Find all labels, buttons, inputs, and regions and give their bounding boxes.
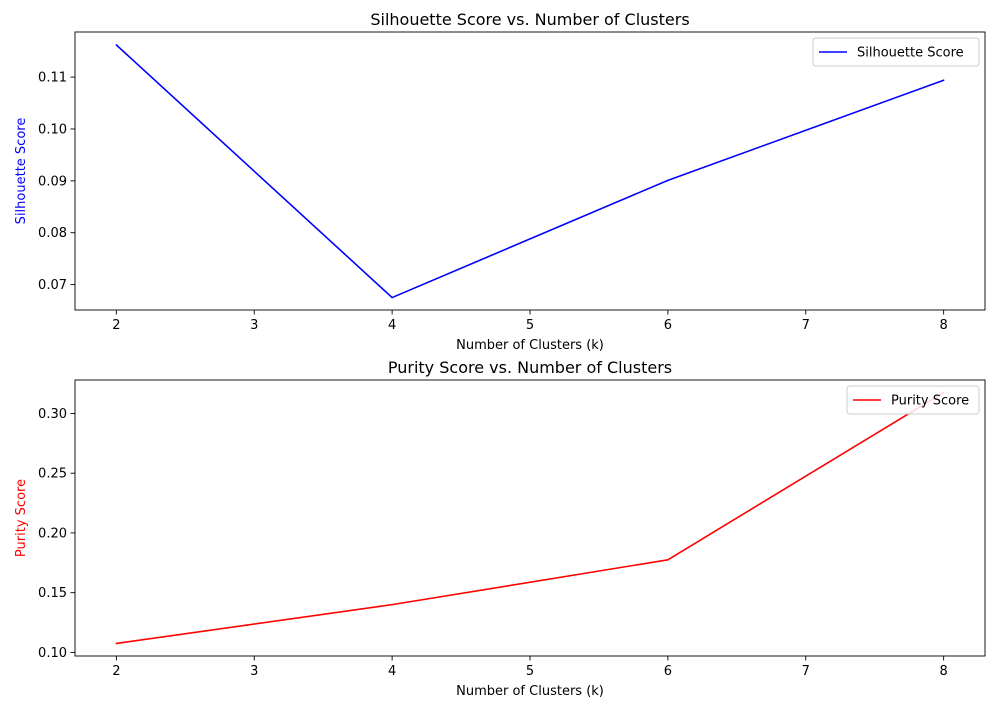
data-point <box>115 44 118 46</box>
data-point <box>391 296 393 299</box>
y-tick-label: 0.15 <box>38 586 67 601</box>
chart-title: Silhouette Score vs. Number of Clusters <box>370 10 689 29</box>
series-line-1 <box>116 391 945 645</box>
y-tick-label: 0.11 <box>38 71 67 86</box>
data-point <box>942 79 945 82</box>
data-point <box>667 179 669 182</box>
y-tick-label: 0.25 <box>38 467 67 482</box>
x-tick-label: 6 <box>664 318 672 333</box>
data-point <box>115 642 118 645</box>
legend-label: Purity Score <box>891 394 969 409</box>
legend: Silhouette Score <box>812 37 980 67</box>
y-axis-label: Purity Score <box>14 479 29 557</box>
legend: Purity Score <box>846 385 980 415</box>
y-tick-label: 0.08 <box>38 226 67 241</box>
y-tick-label: 0.10 <box>38 122 67 137</box>
chart-panel-2: Purity Score vs. Number of Clusters 2 3 4 5 6… <box>14 358 986 699</box>
x-tick-label: 2 <box>112 318 120 333</box>
data-point <box>667 559 669 561</box>
series-line-1 <box>115 44 944 299</box>
y-tick-label: 0.30 <box>38 407 67 422</box>
x-axis-label: Number of Clusters (k) <box>456 338 604 353</box>
legend-box <box>812 37 980 67</box>
legend-box <box>846 385 980 415</box>
y-tick-label: 0.10 <box>38 646 67 661</box>
x-tick-label: 8 <box>939 664 947 679</box>
x-tick-label: 2 <box>112 664 120 679</box>
x-tick-label: 6 <box>664 664 672 679</box>
y-tick-label: 0.09 <box>38 174 67 189</box>
y-tick-label: 0.07 <box>38 278 67 293</box>
axes-frame <box>74 31 986 311</box>
legend-label: Silhouette Score <box>857 46 964 61</box>
x-tick-label: 8 <box>939 318 947 333</box>
x-tick-label: 7 <box>802 318 810 333</box>
y-tick-label: 0.20 <box>38 526 67 541</box>
y-axis-label: Silhouette Score <box>14 118 29 225</box>
x-tick-label: 3 <box>250 664 258 679</box>
data-point <box>391 603 393 606</box>
x-tick-label: 4 <box>388 664 396 679</box>
x-tick-label: 7 <box>802 664 810 679</box>
chart-title: Purity Score vs. Number of Clusters <box>388 358 672 377</box>
chart-panel-1: Silhouette Score vs. Number of Clusters 2… <box>14 10 986 353</box>
x-tick-label: 5 <box>526 664 534 679</box>
axes-frame <box>74 379 986 657</box>
x-axis-label: Number of Clusters (k) <box>456 684 604 699</box>
x-tick-label: 5 <box>526 318 534 333</box>
x-tick-label: 3 <box>250 318 258 333</box>
x-tick-label: 4 <box>388 318 396 333</box>
